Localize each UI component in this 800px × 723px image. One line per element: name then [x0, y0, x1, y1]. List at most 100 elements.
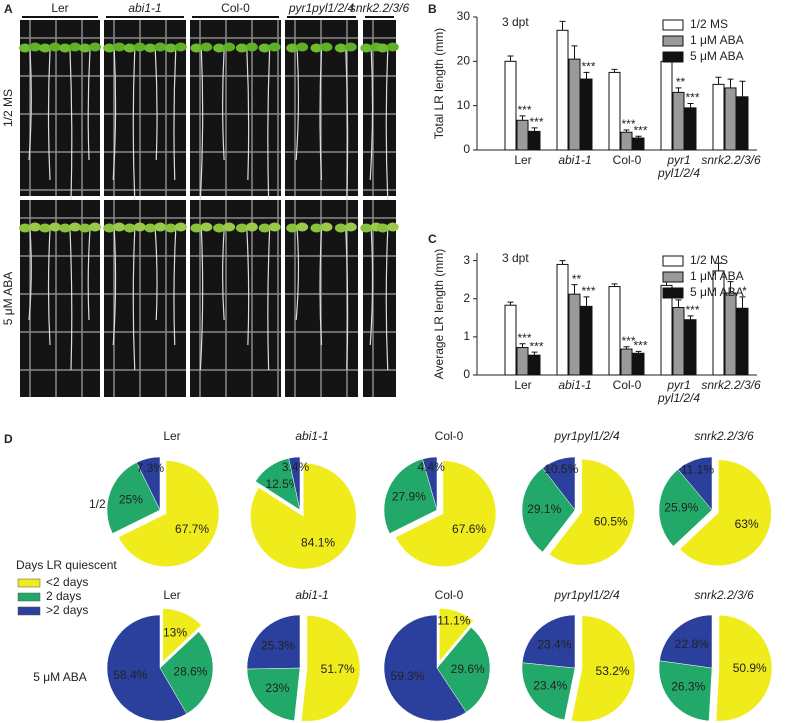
cotyledon: [89, 222, 101, 232]
pie-slice: [383, 614, 467, 722]
legend-label: >2 days: [46, 603, 88, 617]
error-bar: [715, 262, 722, 271]
error-bar: [559, 20, 566, 31]
root: [246, 229, 250, 346]
bar: [504, 304, 517, 376]
slice-label: 23.4%: [533, 678, 567, 692]
error-bar: [687, 315, 694, 320]
slice-label: 25.9%: [664, 500, 698, 514]
slice-label: 11.1%: [681, 462, 714, 476]
legend-label: 5 μM ABA: [690, 49, 744, 63]
root: [369, 229, 374, 346]
slice-label: 25.3%: [261, 639, 295, 653]
bar: [608, 71, 621, 151]
bar: [580, 305, 593, 376]
slice-label: 10.5%: [544, 462, 578, 476]
error-bar: [623, 129, 630, 133]
cotyledon: [103, 43, 116, 53]
cotyledon: [200, 222, 213, 232]
slice-label: 60.5%: [594, 514, 628, 528]
bar: [620, 348, 633, 376]
cotyledon: [258, 43, 271, 53]
root: [112, 229, 117, 346]
cotyledon: [320, 222, 333, 232]
cotyledon: [235, 223, 248, 233]
panel-label: C: [428, 232, 437, 246]
legend-label: 5 μM ABA: [690, 285, 744, 299]
error-bar: [559, 260, 566, 265]
bar: [660, 284, 673, 376]
cotyledon: [19, 223, 31, 233]
legend-swatch: [17, 592, 41, 602]
root: [222, 49, 225, 161]
cotyledon: [133, 222, 146, 232]
slice-label: 23%: [265, 681, 289, 695]
cotyledon: [235, 43, 248, 53]
bar: [724, 292, 737, 376]
pie-slice: [542, 456, 576, 511]
root: [69, 229, 73, 371]
cotyledon: [360, 223, 373, 233]
y-tick-label: 2: [463, 291, 470, 305]
slice-label: 23.4%: [537, 637, 571, 651]
pie-slice: [715, 614, 773, 722]
error-bar: [507, 55, 514, 62]
slice-label: 7.3%: [137, 461, 165, 475]
error-bar: [583, 71, 590, 80]
bar: [724, 87, 737, 151]
bar: [684, 107, 697, 151]
error-bar: [727, 78, 734, 88]
panel-label: A: [4, 2, 13, 16]
cotyledon: [49, 222, 61, 232]
legend-swatch: [17, 578, 41, 588]
bar: [632, 137, 645, 151]
legend-swatch: [662, 35, 684, 47]
significance-label: ***: [581, 284, 595, 298]
pie-slice: [246, 614, 301, 670]
bar: [568, 58, 581, 151]
root: [87, 49, 91, 161]
seedling-photo: [104, 200, 186, 397]
slice-label: 67.6%: [452, 522, 486, 536]
root: [345, 229, 349, 371]
error-bar: [687, 102, 694, 108]
significance-label: *: [742, 284, 747, 298]
cotyledon: [268, 42, 281, 52]
significance-label: ***: [685, 303, 699, 317]
error-bar: [611, 283, 618, 287]
y-tick-label: 0: [463, 367, 470, 381]
pie-title: Col-0: [434, 588, 464, 602]
slice-label: 26.3%: [671, 680, 705, 694]
slice-label: 51.7%: [321, 662, 355, 676]
bar: [580, 78, 593, 151]
y-tick-label: 3: [463, 253, 470, 267]
cotyledon: [286, 43, 299, 53]
cotyledon: [154, 222, 167, 232]
legend-label: 1/2 MS: [690, 17, 728, 31]
root: [69, 49, 73, 201]
pie-slice: [250, 462, 357, 570]
x-tick-label: pyr1 pyl1/2/4: [657, 153, 701, 180]
root: [222, 229, 225, 321]
cotyledon: [123, 223, 136, 233]
pie-slice: [106, 462, 161, 534]
cotyledon: [144, 43, 157, 53]
legend-swatch: [662, 51, 684, 63]
error-bar: [531, 351, 538, 356]
error-bar: [635, 350, 642, 354]
slice-label: 13%: [163, 626, 187, 640]
x-tick-label: snrk2.2/3/6: [701, 378, 761, 392]
cotyledon: [174, 222, 187, 232]
error-bar: [611, 68, 618, 73]
genotype-label: abi1-1: [128, 1, 162, 15]
x-tick-label: Col-0: [612, 153, 642, 167]
pie-slice: [159, 631, 214, 715]
pie-slice: [658, 660, 713, 722]
cotyledon: [360, 43, 373, 53]
root: [319, 49, 323, 181]
pie-title: pyr1pyl1/2/4: [554, 429, 620, 443]
error-bar: [623, 346, 630, 350]
pie-title: Ler: [163, 429, 181, 443]
bar: [632, 352, 645, 376]
